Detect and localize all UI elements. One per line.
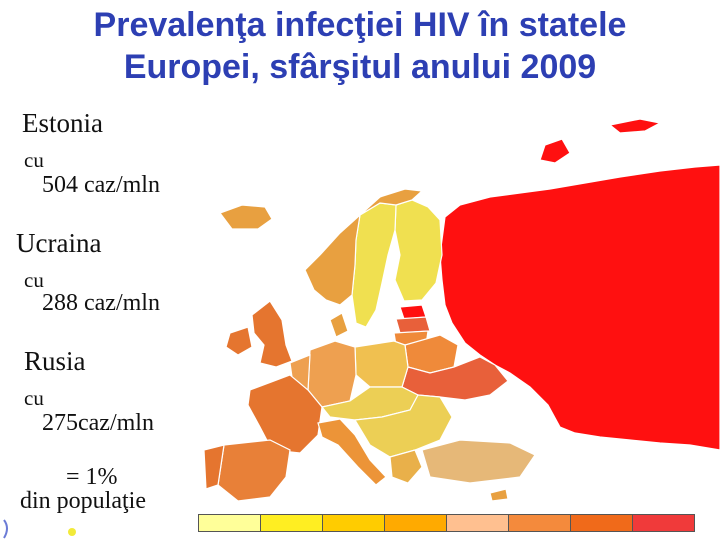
- country-estonia: Estonia: [22, 108, 103, 138]
- country-ucraina: Ucraina: [16, 228, 102, 258]
- legend-swatch-7: [571, 515, 633, 531]
- summary-percent: = 1%: [66, 464, 118, 490]
- title-line-1: Prevalenţa infecţiei HIV în statele: [93, 6, 627, 44]
- cyprus-region: [489, 488, 509, 502]
- denmark-region: [329, 312, 349, 338]
- legend-swatch-8: [633, 515, 694, 531]
- latvia-region: [395, 316, 431, 334]
- spain-region: [217, 439, 291, 502]
- iceland-region: [219, 204, 273, 230]
- country-rusia: Rusia: [24, 346, 86, 376]
- value-estonia: 504 caz/mln: [42, 172, 160, 198]
- page-title: Prevalenţa infecţiei HIV în statele Euro…: [0, 4, 720, 88]
- france-region: [247, 374, 323, 454]
- info-panel: Estonia cu 504 caz/mln Ucraina cu 288 ca…: [0, 100, 200, 520]
- arctic-island: [608, 118, 662, 134]
- germany-region: [307, 340, 357, 408]
- turkey-region: [421, 439, 536, 484]
- ireland-region: [225, 326, 253, 356]
- norway-north: [359, 188, 424, 216]
- prefix-estonia: cu: [24, 148, 44, 172]
- balkans-region: [354, 394, 453, 458]
- color-legend: [198, 514, 695, 532]
- title-line-2: Europei, sfârşitul anului 2009: [123, 48, 597, 86]
- legend-swatch-2: [261, 515, 323, 531]
- corner-decoration: [3, 519, 76, 539]
- prefix-ucraina: cu: [24, 268, 44, 292]
- value-rusia: 275caz/mln: [42, 410, 154, 436]
- russia-region: [439, 164, 720, 451]
- arctic-island-2: [539, 138, 571, 164]
- prefix-rusia: cu: [24, 386, 44, 410]
- italy-region: [317, 418, 387, 486]
- finland-region: [394, 199, 443, 302]
- greece-region: [389, 449, 423, 484]
- legend-swatch-1: [199, 515, 261, 531]
- legend-swatch-4: [385, 515, 447, 531]
- summary-population: din populaţie: [20, 488, 146, 514]
- value-ucraina: 288 caz/mln: [42, 290, 160, 316]
- portugal-region: [203, 444, 225, 490]
- norway-region: [304, 213, 361, 306]
- legend-swatch-3: [323, 515, 385, 531]
- legend-swatch-5: [447, 515, 509, 531]
- uk-region: [251, 300, 293, 368]
- legend-swatch-6: [509, 515, 571, 531]
- europe-map: [203, 118, 720, 502]
- poland-region: [354, 340, 409, 388]
